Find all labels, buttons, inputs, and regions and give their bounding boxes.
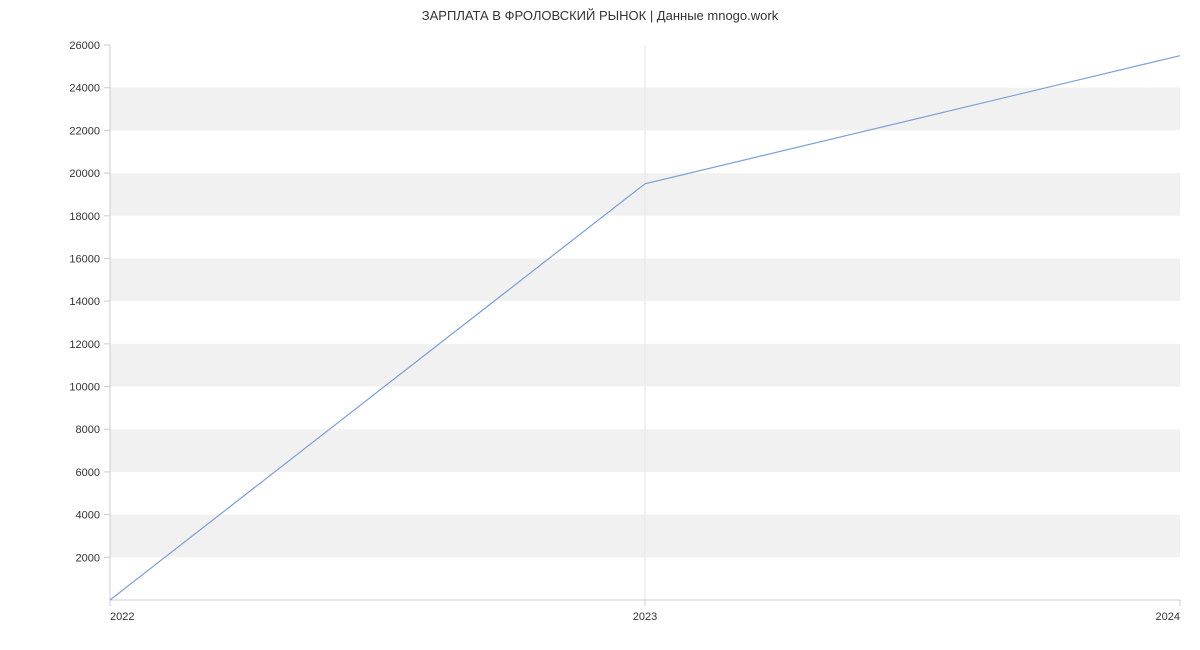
svg-text:16000: 16000 [69, 253, 100, 265]
svg-text:8000: 8000 [76, 424, 100, 436]
svg-text:6000: 6000 [76, 467, 100, 479]
svg-text:22000: 22000 [69, 125, 100, 137]
salary-line-chart: ЗАРПЛАТА В ФРОЛОВСКИЙ РЫНОК | Данные mno… [0, 0, 1200, 650]
svg-text:2000: 2000 [76, 552, 100, 564]
svg-text:24000: 24000 [69, 83, 100, 95]
chart-svg: 2000 4000 6000 8000 10000 12000 14000 16000 1800… [0, 0, 1200, 650]
svg-text:12000: 12000 [69, 339, 100, 351]
svg-text:14000: 14000 [69, 296, 100, 308]
svg-text:2024: 2024 [1156, 611, 1180, 623]
svg-text:4000: 4000 [76, 510, 100, 522]
svg-text:2022: 2022 [110, 611, 134, 623]
svg-text:18000: 18000 [69, 211, 100, 223]
svg-text:10000: 10000 [69, 382, 100, 394]
svg-text:26000: 26000 [69, 40, 100, 52]
svg-text:2023: 2023 [633, 611, 657, 623]
svg-text:20000: 20000 [69, 168, 100, 180]
